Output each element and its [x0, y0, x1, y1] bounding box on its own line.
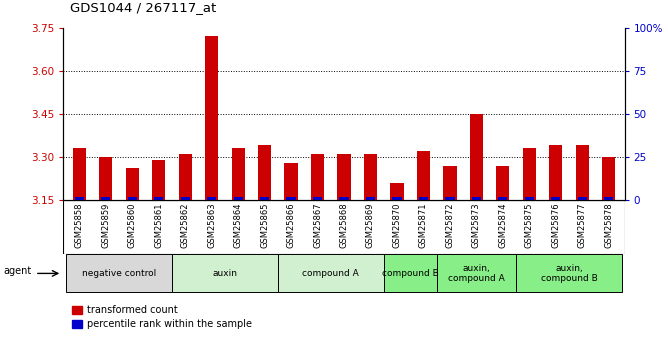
Text: GSM25860: GSM25860 [128, 203, 137, 248]
Bar [73, 148, 86, 200]
Bar [522, 148, 536, 200]
Bar [437, 254, 516, 293]
Bar [339, 197, 349, 200]
Text: negative control: negative control [82, 269, 156, 278]
Bar [417, 151, 430, 200]
Text: GSM25870: GSM25870 [393, 203, 401, 248]
Text: GDS1044 / 267117_at: GDS1044 / 267117_at [70, 1, 216, 14]
Text: GSM25859: GSM25859 [102, 203, 110, 248]
Text: GSM25876: GSM25876 [551, 203, 560, 248]
Bar [472, 197, 481, 200]
Bar [258, 146, 271, 200]
Bar [444, 166, 456, 200]
Text: auxin,
compound B: auxin, compound B [540, 264, 597, 283]
Bar [516, 254, 622, 293]
Bar [178, 154, 192, 200]
Bar [470, 114, 483, 200]
Bar [337, 154, 351, 200]
Bar [75, 197, 84, 200]
Bar [99, 157, 112, 200]
Text: GSM25871: GSM25871 [419, 203, 428, 248]
Text: auxin: auxin [212, 269, 237, 278]
Bar [154, 197, 164, 200]
Bar [383, 254, 437, 293]
Bar [278, 254, 383, 293]
Bar [205, 36, 218, 200]
Bar [287, 197, 296, 200]
Bar [128, 197, 137, 200]
Bar [366, 197, 375, 200]
Bar [524, 197, 534, 200]
Bar [551, 197, 560, 200]
Bar [604, 197, 613, 200]
Text: GSM25863: GSM25863 [207, 203, 216, 248]
Text: GSM25862: GSM25862 [181, 203, 190, 248]
Bar [126, 168, 139, 200]
Bar [172, 254, 278, 293]
Bar [446, 197, 454, 200]
Text: GSM25861: GSM25861 [154, 203, 163, 248]
Text: GSM25867: GSM25867 [313, 203, 322, 248]
Bar [207, 197, 216, 200]
Text: agent: agent [3, 266, 31, 276]
Legend: transformed count, percentile rank within the sample: transformed count, percentile rank withi… [68, 302, 256, 333]
Bar [234, 197, 242, 200]
Bar [578, 197, 587, 200]
Bar [392, 197, 401, 200]
Text: GSM25858: GSM25858 [75, 203, 84, 248]
Bar [576, 146, 589, 200]
Bar [549, 146, 562, 200]
Bar [419, 197, 428, 200]
Text: compound B: compound B [382, 269, 439, 278]
Text: GSM25873: GSM25873 [472, 203, 481, 248]
Bar [602, 157, 615, 200]
Bar [311, 154, 324, 200]
Bar [66, 254, 172, 293]
Bar [285, 163, 298, 200]
Text: GSM25865: GSM25865 [260, 203, 269, 248]
Bar [313, 197, 322, 200]
Bar [260, 197, 269, 200]
Bar [498, 197, 508, 200]
Text: GSM25877: GSM25877 [578, 203, 587, 248]
Bar [496, 166, 510, 200]
Text: GSM25868: GSM25868 [339, 203, 349, 248]
Bar [232, 148, 244, 200]
Text: compound A: compound A [303, 269, 359, 278]
Bar [152, 160, 166, 200]
Bar [364, 154, 377, 200]
Bar [390, 183, 403, 200]
Bar [101, 197, 110, 200]
Text: GSM25872: GSM25872 [446, 203, 454, 248]
Text: GSM25864: GSM25864 [234, 203, 242, 248]
Text: GSM25869: GSM25869 [366, 203, 375, 248]
Text: GSM25874: GSM25874 [498, 203, 507, 248]
Bar [180, 197, 190, 200]
Text: auxin,
compound A: auxin, compound A [448, 264, 505, 283]
Text: GSM25875: GSM25875 [525, 203, 534, 248]
Text: GSM25878: GSM25878 [604, 203, 613, 248]
Text: GSM25866: GSM25866 [287, 203, 295, 248]
